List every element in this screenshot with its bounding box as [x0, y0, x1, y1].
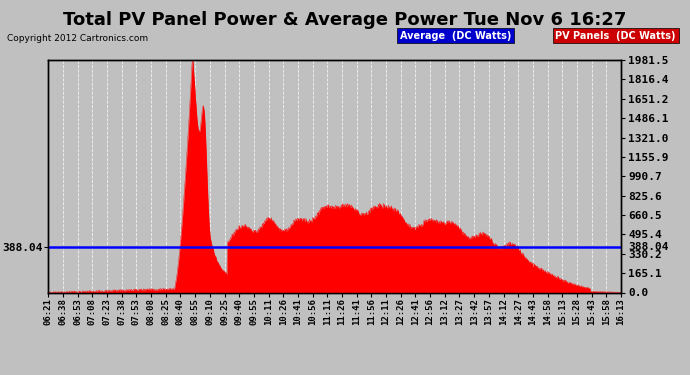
Text: 388.04: 388.04 — [628, 242, 669, 252]
Text: Total PV Panel Power & Average Power Tue Nov 6 16:27: Total PV Panel Power & Average Power Tue… — [63, 11, 627, 29]
Text: PV Panels  (DC Watts): PV Panels (DC Watts) — [555, 31, 676, 40]
Text: Copyright 2012 Cartronics.com: Copyright 2012 Cartronics.com — [7, 34, 148, 43]
Text: Average  (DC Watts): Average (DC Watts) — [400, 31, 511, 40]
